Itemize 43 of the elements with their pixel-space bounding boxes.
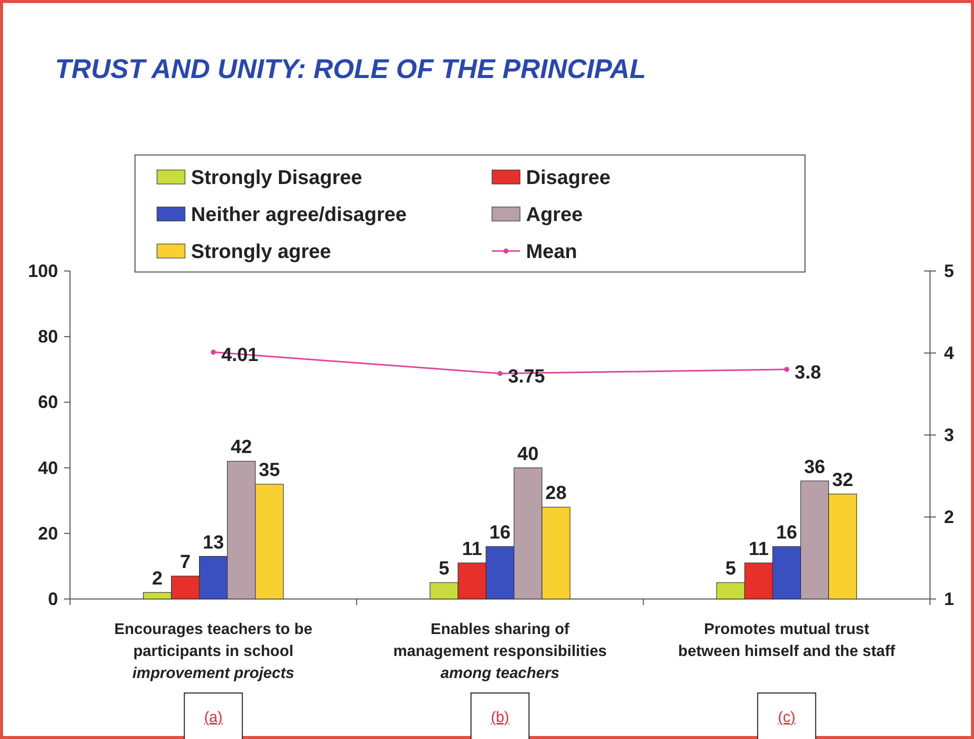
- data-label: 42: [230, 437, 252, 458]
- y-tick-label: 80: [38, 326, 58, 347]
- point: [498, 371, 502, 376]
- text: (b): [490, 709, 510, 726]
- data-label: 11: [748, 538, 770, 560]
- data-label: 40: [517, 444, 539, 465]
- data-label: 5: [725, 558, 736, 580]
- y-tick-label: 20: [38, 523, 58, 544]
- data-label: 3.8: [794, 362, 822, 384]
- legend-label: Disagree: [526, 167, 610, 189]
- x-tick-label: Promotes mutual trust between himself and the staff: [678, 621, 896, 660]
- point: [210, 350, 216, 355]
- legend-label: Strongly agree: [191, 241, 332, 263]
- text: (a): [204, 709, 223, 726]
- legend-label: Neither agree/disagree: [191, 204, 407, 226]
- y-tick-label: 40: [38, 458, 58, 478]
- data-label: 28: [545, 483, 567, 504]
- data-label: 36: [804, 456, 826, 478]
- legend-label: Strongly Disagree: [191, 167, 362, 189]
- x-tick-label: Enables sharing of management responsibilities among teachers: [393, 621, 607, 682]
- data-label: 16: [776, 522, 798, 544]
- data-label: 5: [438, 558, 450, 580]
- data-label: 13: [202, 532, 224, 554]
- data-label: 2: [152, 568, 163, 590]
- point: [784, 366, 790, 372]
- y-tick-label: 100: [28, 261, 58, 281]
- chart-title: TRUST AND UNITY: ROLE OF THE PRINCIPAL: [55, 54, 646, 84]
- data-label: 11: [462, 538, 482, 560]
- y2-tick-label: 2: [944, 507, 954, 527]
- data-label: 35: [258, 460, 280, 482]
- y2-tick-label: 5: [944, 261, 954, 281]
- text: (c): [778, 709, 796, 726]
- y2-tick-label: 1: [944, 589, 954, 609]
- legend-label: Agree: [526, 204, 583, 226]
- legend-label: Mean: [526, 241, 578, 263]
- data-label: 16: [489, 522, 511, 544]
- y2-tick-label: 4: [944, 343, 954, 363]
- x-tick-label: Encourages teachers to be participants in school improvement projects: [114, 621, 313, 682]
- y2-tick-label: 3: [944, 425, 954, 445]
- data-label: 7: [180, 552, 191, 574]
- y-tick-label: 60: [38, 392, 58, 412]
- data-label: 32: [832, 470, 854, 492]
- y-tick-label: 0: [48, 589, 58, 609]
